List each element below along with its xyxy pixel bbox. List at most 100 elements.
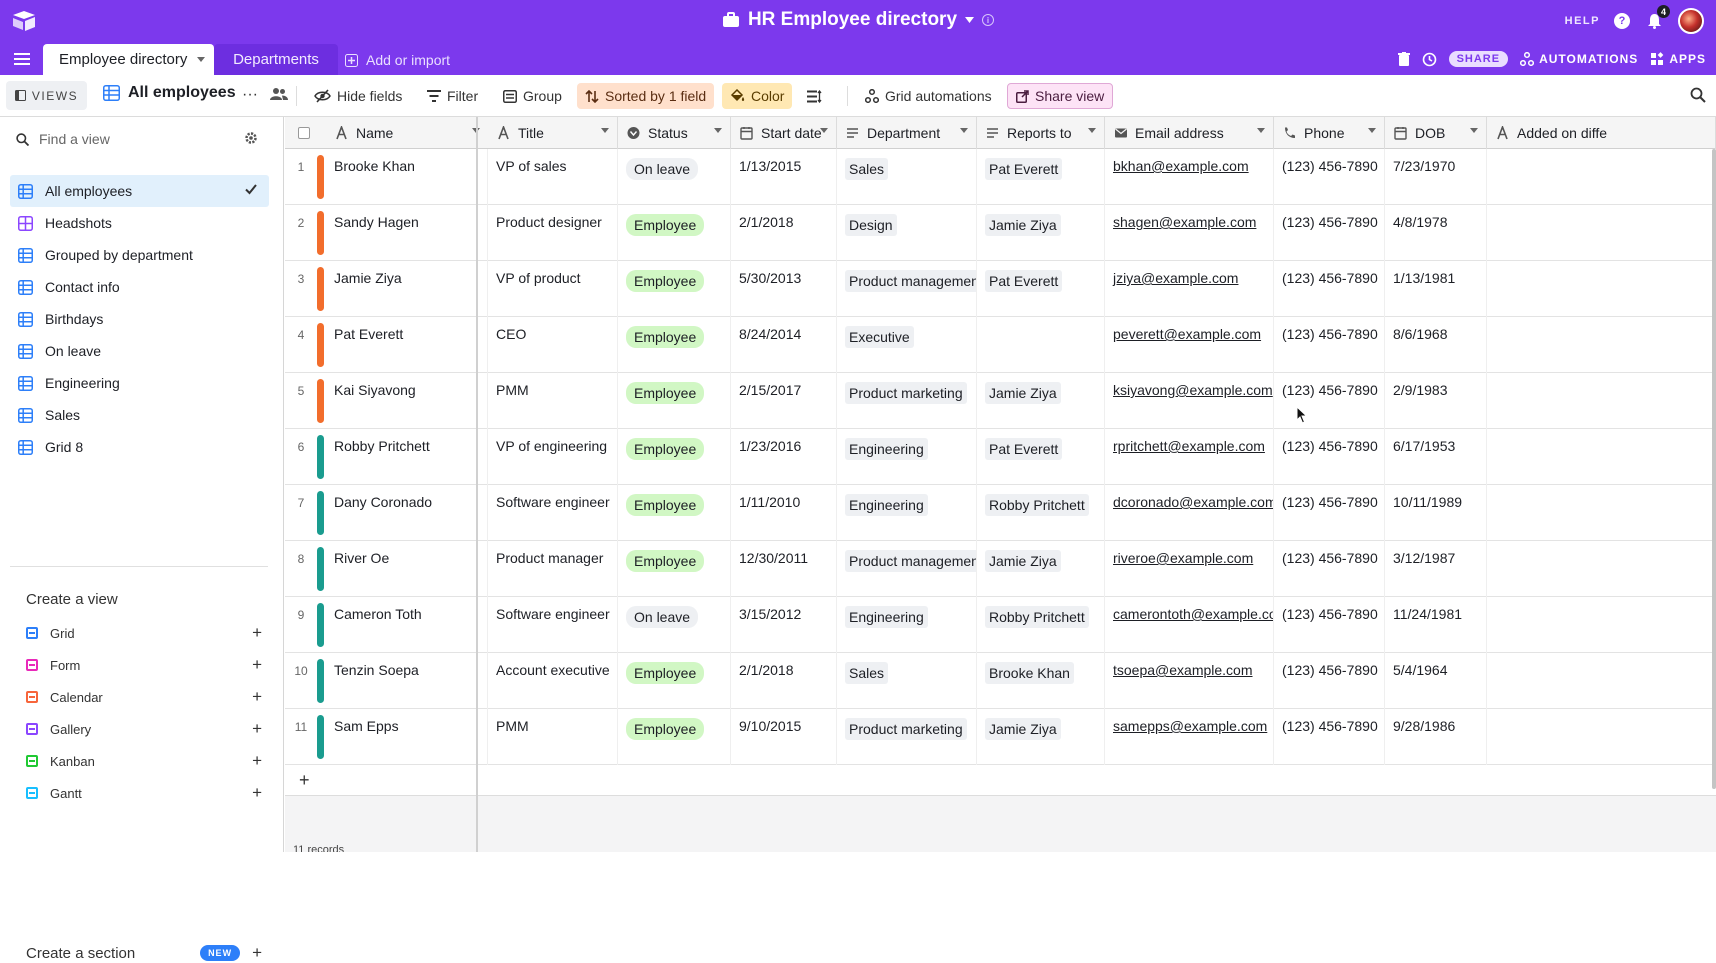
cell-email[interactable]: peverett@example.com <box>1105 317 1274 373</box>
cell-name[interactable]: Robby Pritchett <box>326 429 488 485</box>
column-header-title[interactable]: Title <box>488 117 618 149</box>
cell-added-on[interactable] <box>1487 373 1716 429</box>
views-toggle-button[interactable]: VIEWS <box>6 81 87 110</box>
cell-phone[interactable]: (123) 456-7890 <box>1274 597 1385 653</box>
sidebar-view-2[interactable]: Grouped by department <box>10 239 269 271</box>
plus-icon[interactable]: + <box>252 783 262 802</box>
chevron-down-icon[interactable] <box>1088 128 1096 133</box>
group-button[interactable]: Group <box>495 83 570 109</box>
plus-icon[interactable]: + <box>252 623 262 642</box>
cell-status[interactable]: Employee <box>618 429 731 485</box>
cell-email[interactable]: tsoepa@example.com <box>1105 653 1274 709</box>
cell-dob[interactable]: 9/28/1986 <box>1385 709 1487 765</box>
table-row[interactable]: 6 Robby Pritchett VP of engineering Employe… <box>285 429 1716 485</box>
plus-icon[interactable]: + <box>252 751 262 770</box>
table-row[interactable]: 1 Brooke Khan VP of sales On leave 1/13/2015… <box>285 149 1716 205</box>
sidebar-view-5[interactable]: On leave <box>10 335 269 367</box>
cell-dept[interactable]: Sales <box>837 149 977 205</box>
cell-status[interactable]: On leave <box>618 597 731 653</box>
cell-added-on[interactable] <box>1487 317 1716 373</box>
cell-dob[interactable]: 3/12/1987 <box>1385 541 1487 597</box>
plus-icon[interactable]: + <box>252 943 262 962</box>
cell-title[interactable]: PMM <box>488 373 618 429</box>
create-view-gallery[interactable]: Gallery + <box>18 713 268 745</box>
cell-start[interactable]: 2/15/2017 <box>731 373 837 429</box>
chevron-down-icon[interactable] <box>1368 128 1376 133</box>
user-avatar[interactable] <box>1678 8 1704 34</box>
cell-title[interactable]: VP of product <box>488 261 618 317</box>
cell-added-on[interactable] <box>1487 485 1716 541</box>
hide-fields-button[interactable]: Hide fields <box>306 83 410 109</box>
cell-title[interactable]: Software engineer <box>488 597 618 653</box>
chevron-down-icon[interactable] <box>960 128 968 133</box>
column-header-added-on-diffe[interactable]: Added on diffe <box>1487 117 1716 149</box>
add-or-import-button[interactable]: Add or import <box>345 52 450 68</box>
cell-email[interactable]: rpritchett@example.com <box>1105 429 1274 485</box>
help-link[interactable]: HELP <box>1564 15 1600 27</box>
sidebar-view-3[interactable]: Contact info <box>10 271 269 303</box>
email-link[interactable]: peverett@example.com <box>1113 326 1262 342</box>
table-row[interactable]: 5 Kai Siyavong PMM Employee 2/15/2017 Product… <box>285 373 1716 429</box>
current-view-name[interactable]: All employees <box>103 84 236 102</box>
cell-phone[interactable]: (123) 456-7890 <box>1274 317 1385 373</box>
gear-icon[interactable] <box>244 131 258 145</box>
cell-start[interactable]: 2/1/2018 <box>731 653 837 709</box>
cell-start[interactable]: 12/30/2011 <box>731 541 837 597</box>
cell-email[interactable]: dcoronado@example.com <box>1105 485 1274 541</box>
create-view-form[interactable]: Form + <box>18 649 268 681</box>
cell-dob[interactable]: 5/4/1964 <box>1385 653 1487 709</box>
cell-dept[interactable]: Engineering <box>837 485 977 541</box>
table-row[interactable]: 3 Jamie Ziya VP of product Employee 5/30/201… <box>285 261 1716 317</box>
cell-phone[interactable]: (123) 456-7890 <box>1274 429 1385 485</box>
create-view-calendar[interactable]: Calendar + <box>18 681 268 713</box>
cell-status[interactable]: On leave <box>618 149 731 205</box>
cell-status[interactable]: Employee <box>618 205 731 261</box>
cell-status[interactable]: Employee <box>618 485 731 541</box>
vertical-scrollbar[interactable] <box>1712 149 1716 789</box>
cell-title[interactable]: Software engineer <box>488 485 618 541</box>
cell-reports[interactable]: Jamie Ziya <box>977 373 1105 429</box>
email-link[interactable]: camerontoth@example.com <box>1113 606 1274 622</box>
email-link[interactable]: jziya@example.com <box>1113 270 1239 286</box>
row-height-button[interactable] <box>799 83 830 109</box>
cell-name[interactable]: Brooke Khan <box>326 149 488 205</box>
cell-title[interactable]: PMM <box>488 709 618 765</box>
cell-name[interactable]: Kai Siyavong <box>326 373 488 429</box>
create-view-kanban[interactable]: Kanban + <box>18 745 268 777</box>
email-link[interactable]: samepps@example.com <box>1113 718 1268 734</box>
email-link[interactable]: bkhan@example.com <box>1113 158 1249 174</box>
cell-reports[interactable]: Jamie Ziya <box>977 205 1105 261</box>
info-icon[interactable]: i <box>982 14 995 26</box>
automations-button[interactable]: AUTOMATIONS <box>1520 52 1638 66</box>
hamburger-menu-icon[interactable] <box>14 53 30 65</box>
cell-dob[interactable]: 10/11/1989 <box>1385 485 1487 541</box>
cell-status[interactable]: Employee <box>618 541 731 597</box>
email-link[interactable]: tsoepa@example.com <box>1113 662 1253 678</box>
airtable-logo-icon[interactable] <box>12 10 36 32</box>
chevron-down-icon[interactable] <box>1470 128 1478 133</box>
cell-name[interactable]: Tenzin Soepa <box>326 653 488 709</box>
chevron-down-icon[interactable] <box>1257 128 1265 133</box>
cell-reports[interactable]: Pat Everett <box>977 261 1105 317</box>
more-options-icon[interactable]: ··· <box>242 86 258 103</box>
search-icon[interactable] <box>1690 87 1706 103</box>
cell-dept[interactable]: Product marketing <box>837 709 977 765</box>
cell-phone[interactable]: (123) 456-7890 <box>1274 709 1385 765</box>
cell-start[interactable]: 5/30/2013 <box>731 261 837 317</box>
table-row[interactable]: 10 Tenzin Soepa Account executive Employee 2… <box>285 653 1716 709</box>
cell-dob[interactable]: 11/24/1981 <box>1385 597 1487 653</box>
create-section-button[interactable]: Create a section NEW + <box>26 943 268 963</box>
collaborators-icon[interactable] <box>269 86 288 102</box>
tab-departments[interactable]: Departments <box>214 44 338 75</box>
column-header-department[interactable]: Department <box>837 117 977 149</box>
cell-email[interactable]: camerontoth@example.com <box>1105 597 1274 653</box>
cell-name[interactable]: Cameron Toth <box>326 597 488 653</box>
cell-name[interactable]: Sandy Hagen <box>326 205 488 261</box>
sidebar-view-7[interactable]: Sales <box>10 399 269 431</box>
cell-dept[interactable]: Product management <box>837 541 977 597</box>
trash-icon[interactable] <box>1397 52 1410 66</box>
column-header-email-address[interactable]: Email address <box>1105 117 1274 149</box>
cell-added-on[interactable] <box>1487 653 1716 709</box>
add-record-row[interactable]: + <box>285 765 1716 796</box>
plus-icon[interactable]: + <box>252 719 262 738</box>
